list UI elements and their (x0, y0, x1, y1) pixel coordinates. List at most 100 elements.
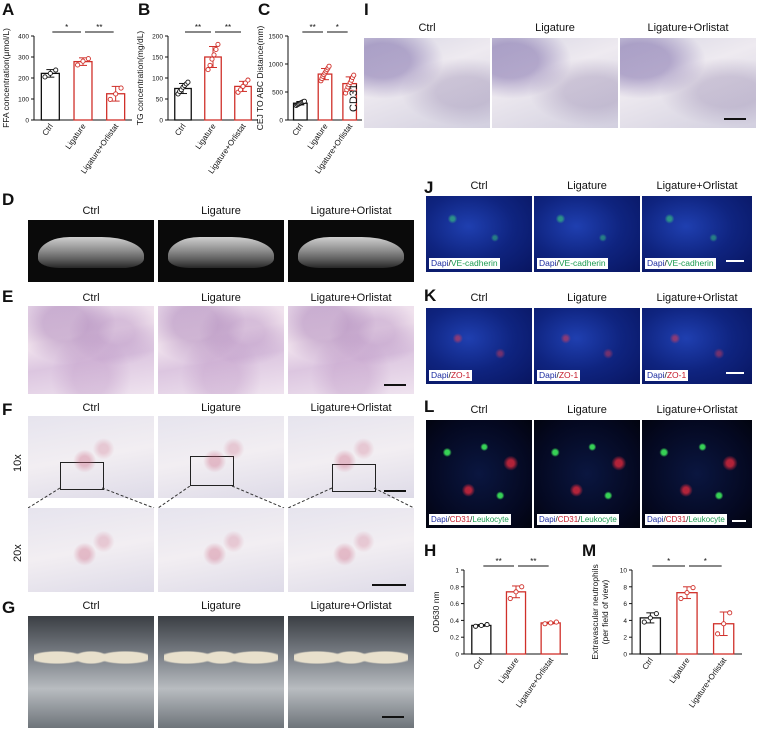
panel-i-title-orlistat: Ligature+Orlistat (647, 22, 729, 34)
panel-g-image-ctrl (28, 616, 154, 728)
bar (676, 592, 698, 655)
y-axis-title: (per field of view) (600, 579, 610, 644)
significance-label: ** (310, 23, 316, 32)
data-point (75, 62, 81, 68)
panel-e-title-orlistat: Ligature+Orlistat (310, 292, 392, 304)
panel-j-image-ctrl: Dapi/VE-cadherin (426, 196, 532, 272)
y-tick-label: 150 (152, 55, 163, 62)
y-axis-title: CEJ TO ABC Distance(mm) (255, 26, 265, 131)
data-point (513, 589, 519, 595)
data-point (727, 610, 733, 616)
panel-d-title-ligature: Ligature (201, 205, 241, 217)
stain-label: Dapi/VE-cadherin (537, 258, 608, 269)
stain-label: Dapi/ZO-1 (537, 370, 581, 381)
panel-letter-m: M (582, 541, 597, 560)
y-tick-label: 0.8 (450, 584, 459, 591)
panel-f-row-label-20x: 20x (12, 544, 24, 562)
panel-g-title-ligature: Ligature (201, 600, 241, 612)
data-point (205, 67, 211, 73)
panel-letter-k: K (424, 286, 437, 305)
panel-l-title-orlistat: Ligature+Orlistat (656, 404, 738, 416)
panel-i-image-orlistat (620, 38, 756, 128)
chart-h: 0 0.2 0.4 0.6 0.8 1 OD630 nm Ctrl LigatureLigatu… (431, 557, 568, 709)
scale-bar (724, 118, 746, 120)
bar (471, 624, 492, 655)
panel-letter-g: G (2, 598, 16, 617)
panel-j-title-orlistat: Ligature+Orlistat (656, 180, 738, 192)
significance-label: ** (496, 557, 502, 566)
y-tick-label: 300 (18, 55, 29, 62)
panel-l-title-ctrl: Ctrl (470, 404, 488, 416)
panel-letter-c: C (258, 0, 271, 19)
panel-g-image-ligature (158, 616, 284, 728)
panel-f-20x-orlistat (288, 508, 414, 592)
significance-label: ** (530, 557, 536, 566)
panel-d-title-orlistat: Ligature+Orlistat (310, 205, 392, 217)
y-axis-title: TG concentration(mg/dL) (135, 31, 145, 126)
panel-i-side-label: CD31 (348, 83, 360, 112)
panel-letter-b: B (138, 0, 151, 19)
x-tick-label: Ligature+Orlistat (687, 655, 729, 709)
data-point (473, 623, 479, 629)
y-tick-label: 10 (620, 568, 628, 575)
panel-l-title-ligature: Ligature (567, 404, 607, 416)
panel-k-image-ctrl: Dapi/ZO-1 (426, 308, 532, 384)
data-point (113, 91, 119, 97)
data-point (715, 631, 721, 637)
scale-bar (384, 384, 406, 386)
y-tick-label: 200 (18, 76, 29, 83)
panel-i-title-ligature: Ligature (535, 22, 575, 34)
y-axis-title: Extravascular neutrophils (590, 564, 600, 659)
y-tick-label: 0.2 (450, 635, 459, 642)
significance-label: * (704, 557, 707, 566)
x-tick-label: Ligature (64, 122, 88, 151)
panel-e-title-ligature: Ligature (201, 292, 241, 304)
data-point (209, 56, 215, 62)
panel-j-title-ctrl: Ctrl (470, 180, 488, 192)
data-point (351, 72, 357, 78)
data-point (653, 611, 659, 617)
panel-d-image-ligature (158, 220, 284, 282)
panel-letter-l: L (424, 397, 435, 416)
panel-f-20x-ctrl (28, 508, 154, 592)
panel-i-image-ligature (492, 38, 618, 128)
panel-k-title-ctrl: Ctrl (470, 292, 488, 304)
stain-label: Dapi/ZO-1 (429, 370, 473, 381)
panel-letter-j: J (424, 178, 434, 197)
panel-letter-a: A (2, 0, 15, 19)
y-tick-label: 0.4 (450, 618, 459, 625)
data-point (478, 622, 484, 628)
y-tick-label: 0 (623, 652, 627, 659)
data-point (118, 85, 124, 91)
panel-letter-f: F (2, 400, 13, 419)
panel-d-image-orlistat (288, 220, 414, 282)
panel-letter-h: H (424, 541, 437, 560)
y-tick-label: 0 (25, 118, 29, 125)
data-point (240, 83, 246, 89)
data-point (207, 62, 213, 68)
panel-e-image-ligature (158, 306, 284, 394)
panel-f-10x-orlistat (288, 416, 414, 498)
y-tick-label: 2 (623, 635, 627, 642)
panel-k-title-orlistat: Ligature+Orlistat (656, 292, 738, 304)
data-point (185, 79, 191, 85)
y-axis-title: OD630 nm (431, 591, 441, 632)
significance-label: * (65, 23, 68, 32)
panel-i-title-ctrl: Ctrl (418, 22, 436, 34)
y-tick-label: 200 (152, 34, 163, 41)
data-point (647, 615, 653, 621)
y-tick-label: 8 (623, 584, 627, 591)
data-point (237, 87, 244, 93)
significance-label: * (667, 557, 670, 566)
y-tick-label: 0.6 (450, 601, 459, 608)
y-tick-label: 0 (159, 118, 163, 125)
x-tick-label: Ligature+Orlistat (514, 655, 556, 709)
panel-j-image-ligature: Dapi/VE-cadherin (534, 196, 640, 272)
x-tick-label: Ctrl (640, 656, 655, 672)
x-tick-label: Ligature (497, 656, 521, 685)
panel-j-image-orlistat: Dapi/VE-cadherin (642, 196, 752, 272)
chart-a: 0 100 200 300 400 FFA concentration(μmol/L) Ct… (1, 23, 132, 175)
y-tick-label: 4 (623, 618, 627, 625)
x-tick-label: Ligature (194, 122, 218, 151)
panel-letter-e: E (2, 287, 14, 306)
